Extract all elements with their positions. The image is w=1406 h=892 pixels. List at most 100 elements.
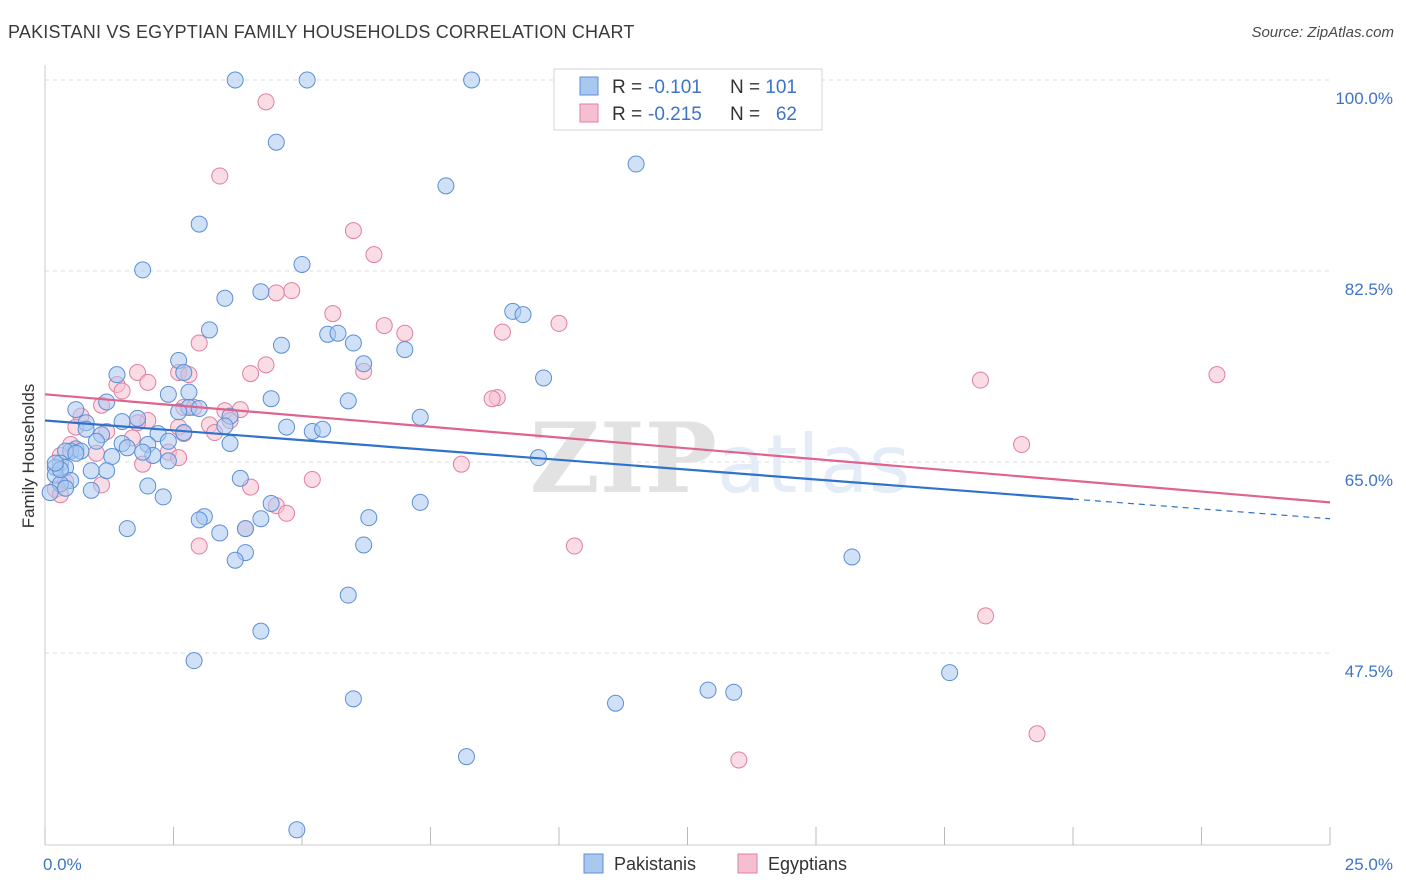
egyptians-point [375,317,393,335]
pakistanis-point [216,289,234,307]
legend-swatch-pink [579,103,599,123]
y-axis-label: Family Households [19,384,38,529]
pakistanis-point [699,681,717,699]
pakistanis-trend-extension [1072,498,1331,520]
pakistanis-point [216,417,234,435]
watermark: ZIPatlas [530,402,911,515]
pakistanis-point [236,520,254,538]
pakistanis-point [57,479,75,497]
pakistanis-point [108,366,126,384]
pakistanis-point [180,383,198,401]
pakistanis-points [41,71,959,839]
egyptians-point [190,334,208,352]
pakistanis-point [175,364,193,382]
pakistanis-point [272,336,290,354]
egyptians-point [730,751,748,769]
pakistanis-point [87,432,105,450]
y-tick-label: 82.5% [1345,280,1393,299]
y-tick-label: 65.0% [1345,471,1393,490]
pakistanis-point [344,690,362,708]
pakistanis-point [200,321,218,339]
x-tick-label: 0.0% [43,855,82,874]
pakistanis-point [67,401,85,419]
x-tick-label: 25.0% [1345,855,1393,874]
pakistanis-point [103,448,121,466]
legend-r-value: -0.215 [648,104,702,125]
egyptians-point [977,607,995,625]
pakistanis-point [339,586,357,604]
pakistanis-point [159,432,177,450]
egyptians-point [550,314,568,332]
pakistanis-point [278,418,296,436]
trend-lines [44,393,1331,520]
legend-n-value: 101 [765,77,797,98]
pakistanis-point [98,393,116,411]
pakistanis-point [463,71,481,89]
egyptians-point [283,282,301,300]
egyptians-point [113,382,131,400]
pakistanis-point [293,255,311,273]
pakistanis-point [118,520,136,538]
egyptians-point [267,284,285,302]
bottom-legend-swatch-pakistanis [583,853,604,874]
pakistanis-point [262,494,280,512]
pakistanis-point [607,694,625,712]
pakistanis-point [627,155,645,173]
egyptians-point [257,356,275,374]
legend-r-label: R = [612,77,642,98]
pakistanis-point [355,355,373,373]
pakistanis-point [159,385,177,403]
egyptians-point [129,364,147,382]
legend-n-value: 62 [776,104,797,125]
egyptians-point [483,390,501,408]
pakistanis-point [843,548,861,566]
pakistanis-point [77,420,95,438]
pakistanis-point [67,444,85,462]
pakistanis-point [941,664,959,682]
pakistanis-point [170,403,188,421]
egyptians-point [493,323,511,341]
egyptians-point [139,373,157,391]
pakistanis-point [314,420,332,438]
egyptians-point [324,305,342,323]
bottom-legend: Pakistanis Egyptians [583,853,847,874]
pakistanis-point [46,454,64,472]
pakistanis-point [252,283,270,301]
egyptians-point [211,167,229,185]
pakistanis-point [221,434,239,452]
pakistanis-point [134,443,152,461]
legend-n-label: N = [730,104,760,125]
pakistanis-point [190,215,208,233]
legend-r-label: R = [612,104,642,125]
pakistanis-point [288,821,306,839]
egyptians-point [1013,436,1031,454]
pakistanis-point [118,439,136,457]
legend-n-label: N = [730,77,760,98]
y-tick-label: 100.0% [1335,89,1393,108]
pakistanis-point [252,510,270,528]
pakistanis-point [41,484,59,502]
pakistanis-point [190,511,208,529]
pakistanis-point [159,452,177,470]
pakistanis-point [725,683,743,701]
egyptians-point [242,365,260,383]
pakistanis-point [396,341,414,359]
pakistanis-point [355,536,373,554]
pakistanis-point [154,488,172,506]
pakistanis-point [344,334,362,352]
pakistanis-trend-line [44,419,1074,501]
egyptians-point [190,537,208,555]
pakistanis-point [437,177,455,195]
pakistanis-point [185,652,203,670]
watermark-zip: ZIP [530,402,717,515]
pakistanis-point [411,493,429,511]
pakistanis-point [226,551,244,569]
legend-r-value: -0.101 [648,77,702,98]
pakistanis-point [411,408,429,426]
egyptians-trend-line [44,393,1331,504]
pakistanis-point [226,71,244,89]
egyptians-point [257,93,275,111]
bottom-legend-swatch-egyptians [737,853,758,874]
egyptians-point [344,222,362,240]
axes [44,65,1331,846]
